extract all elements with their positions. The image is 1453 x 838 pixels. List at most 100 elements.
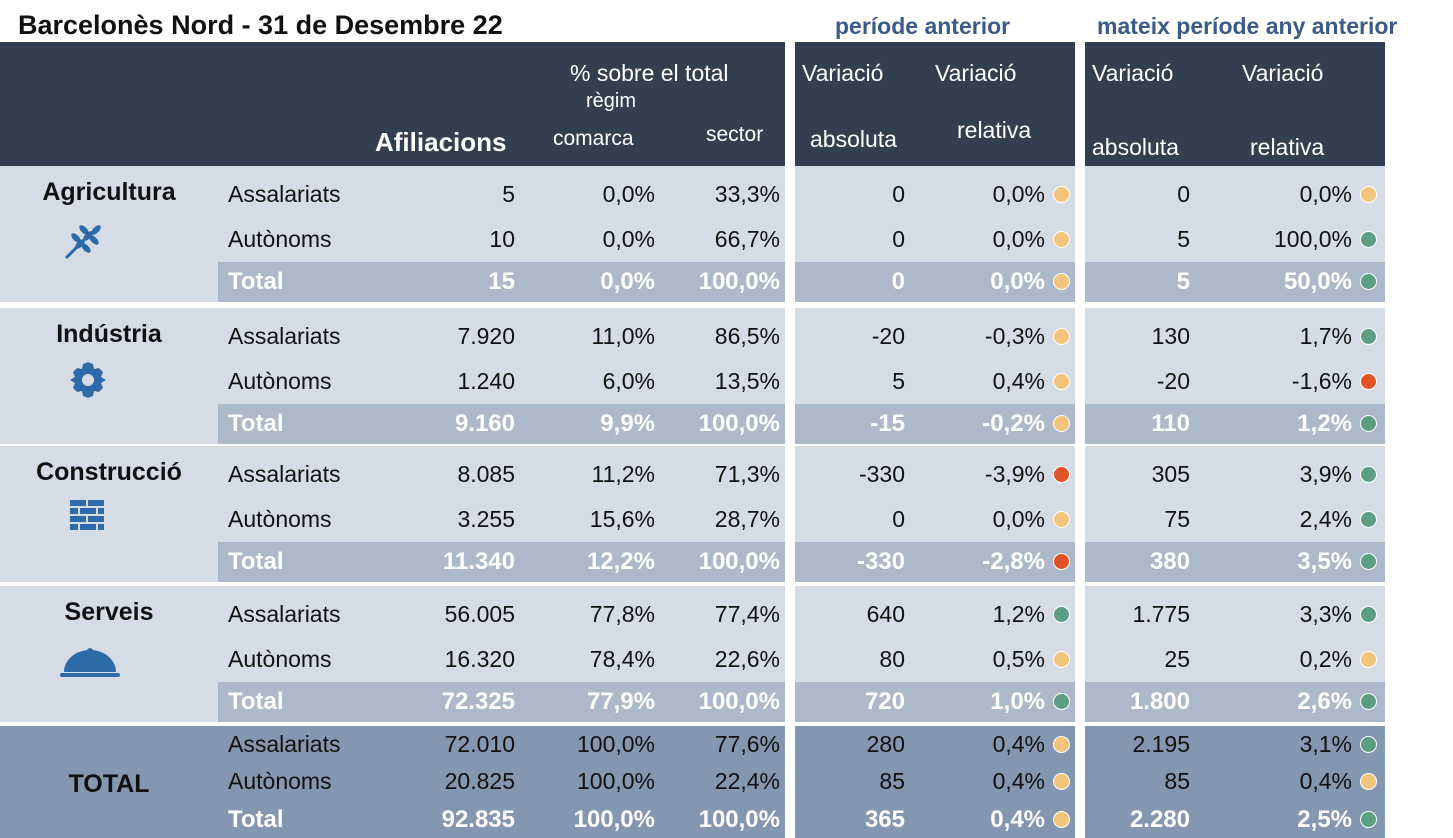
cell: 11.340 <box>442 548 515 575</box>
row-type: Assalariats <box>228 601 341 627</box>
sector-name: Indústria <box>56 320 162 348</box>
cell: 15 <box>488 268 515 295</box>
cell: 3,1% <box>1299 731 1352 757</box>
column-gap <box>1075 308 1085 444</box>
column-gap <box>785 446 795 582</box>
status-dot <box>1360 693 1377 710</box>
status-dot <box>1360 273 1377 290</box>
status-dot <box>1360 606 1377 623</box>
cell: 20.825 <box>444 768 515 794</box>
row-type: Autònoms <box>228 368 332 394</box>
cell: 0,0% <box>990 268 1045 295</box>
cell: 13,5% <box>714 368 780 394</box>
column-gap <box>785 166 795 302</box>
cell: 0,0% <box>992 226 1045 252</box>
cell: 0 <box>891 268 905 295</box>
cell: 50,0% <box>1283 268 1352 295</box>
cell: 0,5% <box>992 646 1045 672</box>
header: Afiliacions <box>375 127 507 157</box>
cell: 0 <box>892 506 905 532</box>
cell: 75 <box>1164 506 1190 532</box>
cloche-icon <box>60 648 120 677</box>
cell: 1.240 <box>457 368 515 394</box>
cell: 0,0% <box>602 226 655 252</box>
header: % sobre el total <box>570 60 729 86</box>
row-type: Autònoms <box>228 646 332 672</box>
cell: 0,4% <box>992 368 1045 394</box>
cell: 66,7% <box>714 226 780 252</box>
cell: 100,0% <box>698 806 780 833</box>
row-type: Assalariats <box>228 461 341 487</box>
cell: 280 <box>866 731 905 757</box>
status-dot <box>1053 693 1070 710</box>
cell: 0,4% <box>992 731 1045 757</box>
cell: -2,8% <box>982 548 1045 575</box>
cell: 6,0% <box>602 368 655 394</box>
status-dot <box>1053 415 1070 432</box>
cell: 77,9% <box>586 688 655 715</box>
cell: 5 <box>892 368 905 394</box>
sector-name: Construcció <box>36 458 182 486</box>
header: Variació <box>802 60 884 86</box>
row-type: Assalariats <box>228 181 341 207</box>
row-type: Autònoms <box>228 226 332 252</box>
status-dot <box>1360 553 1377 570</box>
cell: 78,4% <box>589 646 655 672</box>
header-bg <box>1085 42 1385 166</box>
header: sector <box>706 123 764 146</box>
status-dot <box>1360 511 1377 528</box>
cell: -0,2% <box>982 410 1045 437</box>
header: comarca <box>553 127 634 150</box>
cell: 5 <box>1177 226 1190 252</box>
row-type: Total <box>228 410 284 437</box>
cell: 1,2% <box>1297 410 1352 437</box>
status-dot <box>1053 736 1070 753</box>
header: absoluta <box>810 126 897 152</box>
cell: 305 <box>1151 461 1190 487</box>
cell: 100,0% <box>698 548 780 575</box>
cell: 0,0% <box>600 268 655 295</box>
header: Variació <box>1092 60 1174 86</box>
cell: 0,0% <box>992 181 1045 207</box>
row-type: Autònoms <box>228 506 332 532</box>
cell: 365 <box>864 806 905 833</box>
row-type: Total <box>228 548 284 575</box>
status-dot <box>1053 328 1070 345</box>
cell: 11,0% <box>591 323 655 349</box>
status-dot <box>1053 231 1070 248</box>
header-bg <box>0 42 785 166</box>
cell: 0,4% <box>1299 768 1352 794</box>
status-dot <box>1360 811 1377 828</box>
cell: 0,2% <box>1299 646 1352 672</box>
status-dot <box>1360 415 1377 432</box>
cell: 77,6% <box>714 731 780 757</box>
cell: 100,0% <box>698 268 780 295</box>
header: règim <box>586 90 637 112</box>
cell: -330 <box>856 548 905 575</box>
column-gap <box>785 726 795 838</box>
header: Variació <box>1242 60 1324 86</box>
sector-name: Agricultura <box>42 178 176 206</box>
total-band <box>218 262 1385 302</box>
cell: 77,4% <box>714 601 780 627</box>
cell: 130 <box>1151 323 1190 349</box>
cell: 5 <box>502 181 515 207</box>
sector-name: Serveis <box>64 598 154 626</box>
cell: 0 <box>892 226 905 252</box>
column-gap <box>1075 726 1085 838</box>
cell: -15 <box>870 410 905 437</box>
cell: 100,0% <box>576 731 655 757</box>
cell: 86,5% <box>714 323 780 349</box>
cell: 77,8% <box>589 601 655 627</box>
total-band <box>218 682 1385 722</box>
bricks-icon <box>70 500 104 530</box>
cell: 2,5% <box>1297 806 1352 833</box>
total-band <box>218 542 1385 582</box>
wheat-icon <box>64 225 101 260</box>
header: Variació <box>935 60 1017 86</box>
cell: 0,0% <box>992 506 1045 532</box>
status-dot <box>1053 811 1070 828</box>
gear-icon <box>70 362 106 398</box>
cell: 1,0% <box>990 688 1045 715</box>
status-dot <box>1360 186 1377 203</box>
